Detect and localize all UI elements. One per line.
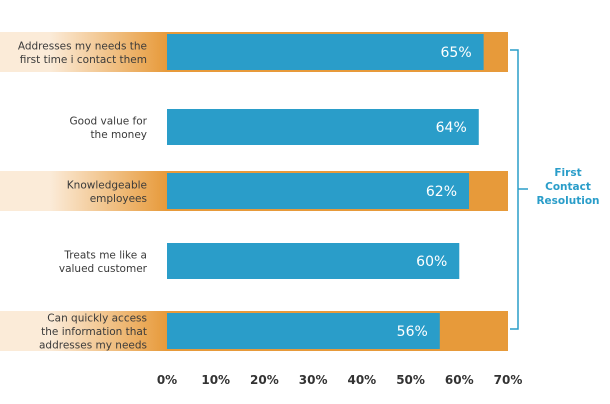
category-label-4-1: the information that [41,326,147,338]
value-label-1: 64% [436,120,467,136]
bar-2 [167,173,470,209]
category-label-0-1: first time i contact them [20,54,147,66]
value-label-3: 60% [416,254,447,270]
highlight-band-label-4 [0,311,167,351]
category-label-1-1: the money [90,129,147,141]
category-label-3-1: valued customer [59,263,148,275]
annotation-label-2: Resolution [536,195,599,207]
x-tick-label-0: 0% [157,373,177,387]
value-label-0: 65% [441,45,472,61]
x-tick-label-2: 20% [250,373,279,387]
value-label-2: 62% [426,184,457,200]
highlight-band-label-2 [0,171,167,211]
bar-0 [167,34,484,70]
annotation-label-1: Contact [545,181,591,193]
x-tick-label-4: 40% [347,373,376,387]
x-tick-label-6: 60% [445,373,474,387]
category-label-4-2: addresses my needs [39,340,147,352]
category-label-0-0: Addresses my needs the [18,40,147,52]
annotation-bracket [510,49,519,330]
annotation-label-0: First [554,167,581,179]
bar-1 [167,109,479,145]
category-label-3-0: Treats me like a [63,249,147,261]
x-tick-label-7: 70% [494,373,523,387]
bar-4 [167,313,440,349]
x-tick-label-3: 30% [299,373,328,387]
highlight-band-label-0 [0,32,167,72]
category-label-4-0: Can quickly access [47,313,147,325]
value-label-4: 56% [397,324,428,340]
category-label-2-0: Knowledgeable [67,179,147,191]
bar-3 [167,243,460,279]
category-label-1-0: Good value for [70,115,148,127]
category-label-2-1: employees [90,193,147,205]
x-tick-label-5: 50% [396,373,425,387]
x-tick-label-1: 10% [201,373,230,387]
